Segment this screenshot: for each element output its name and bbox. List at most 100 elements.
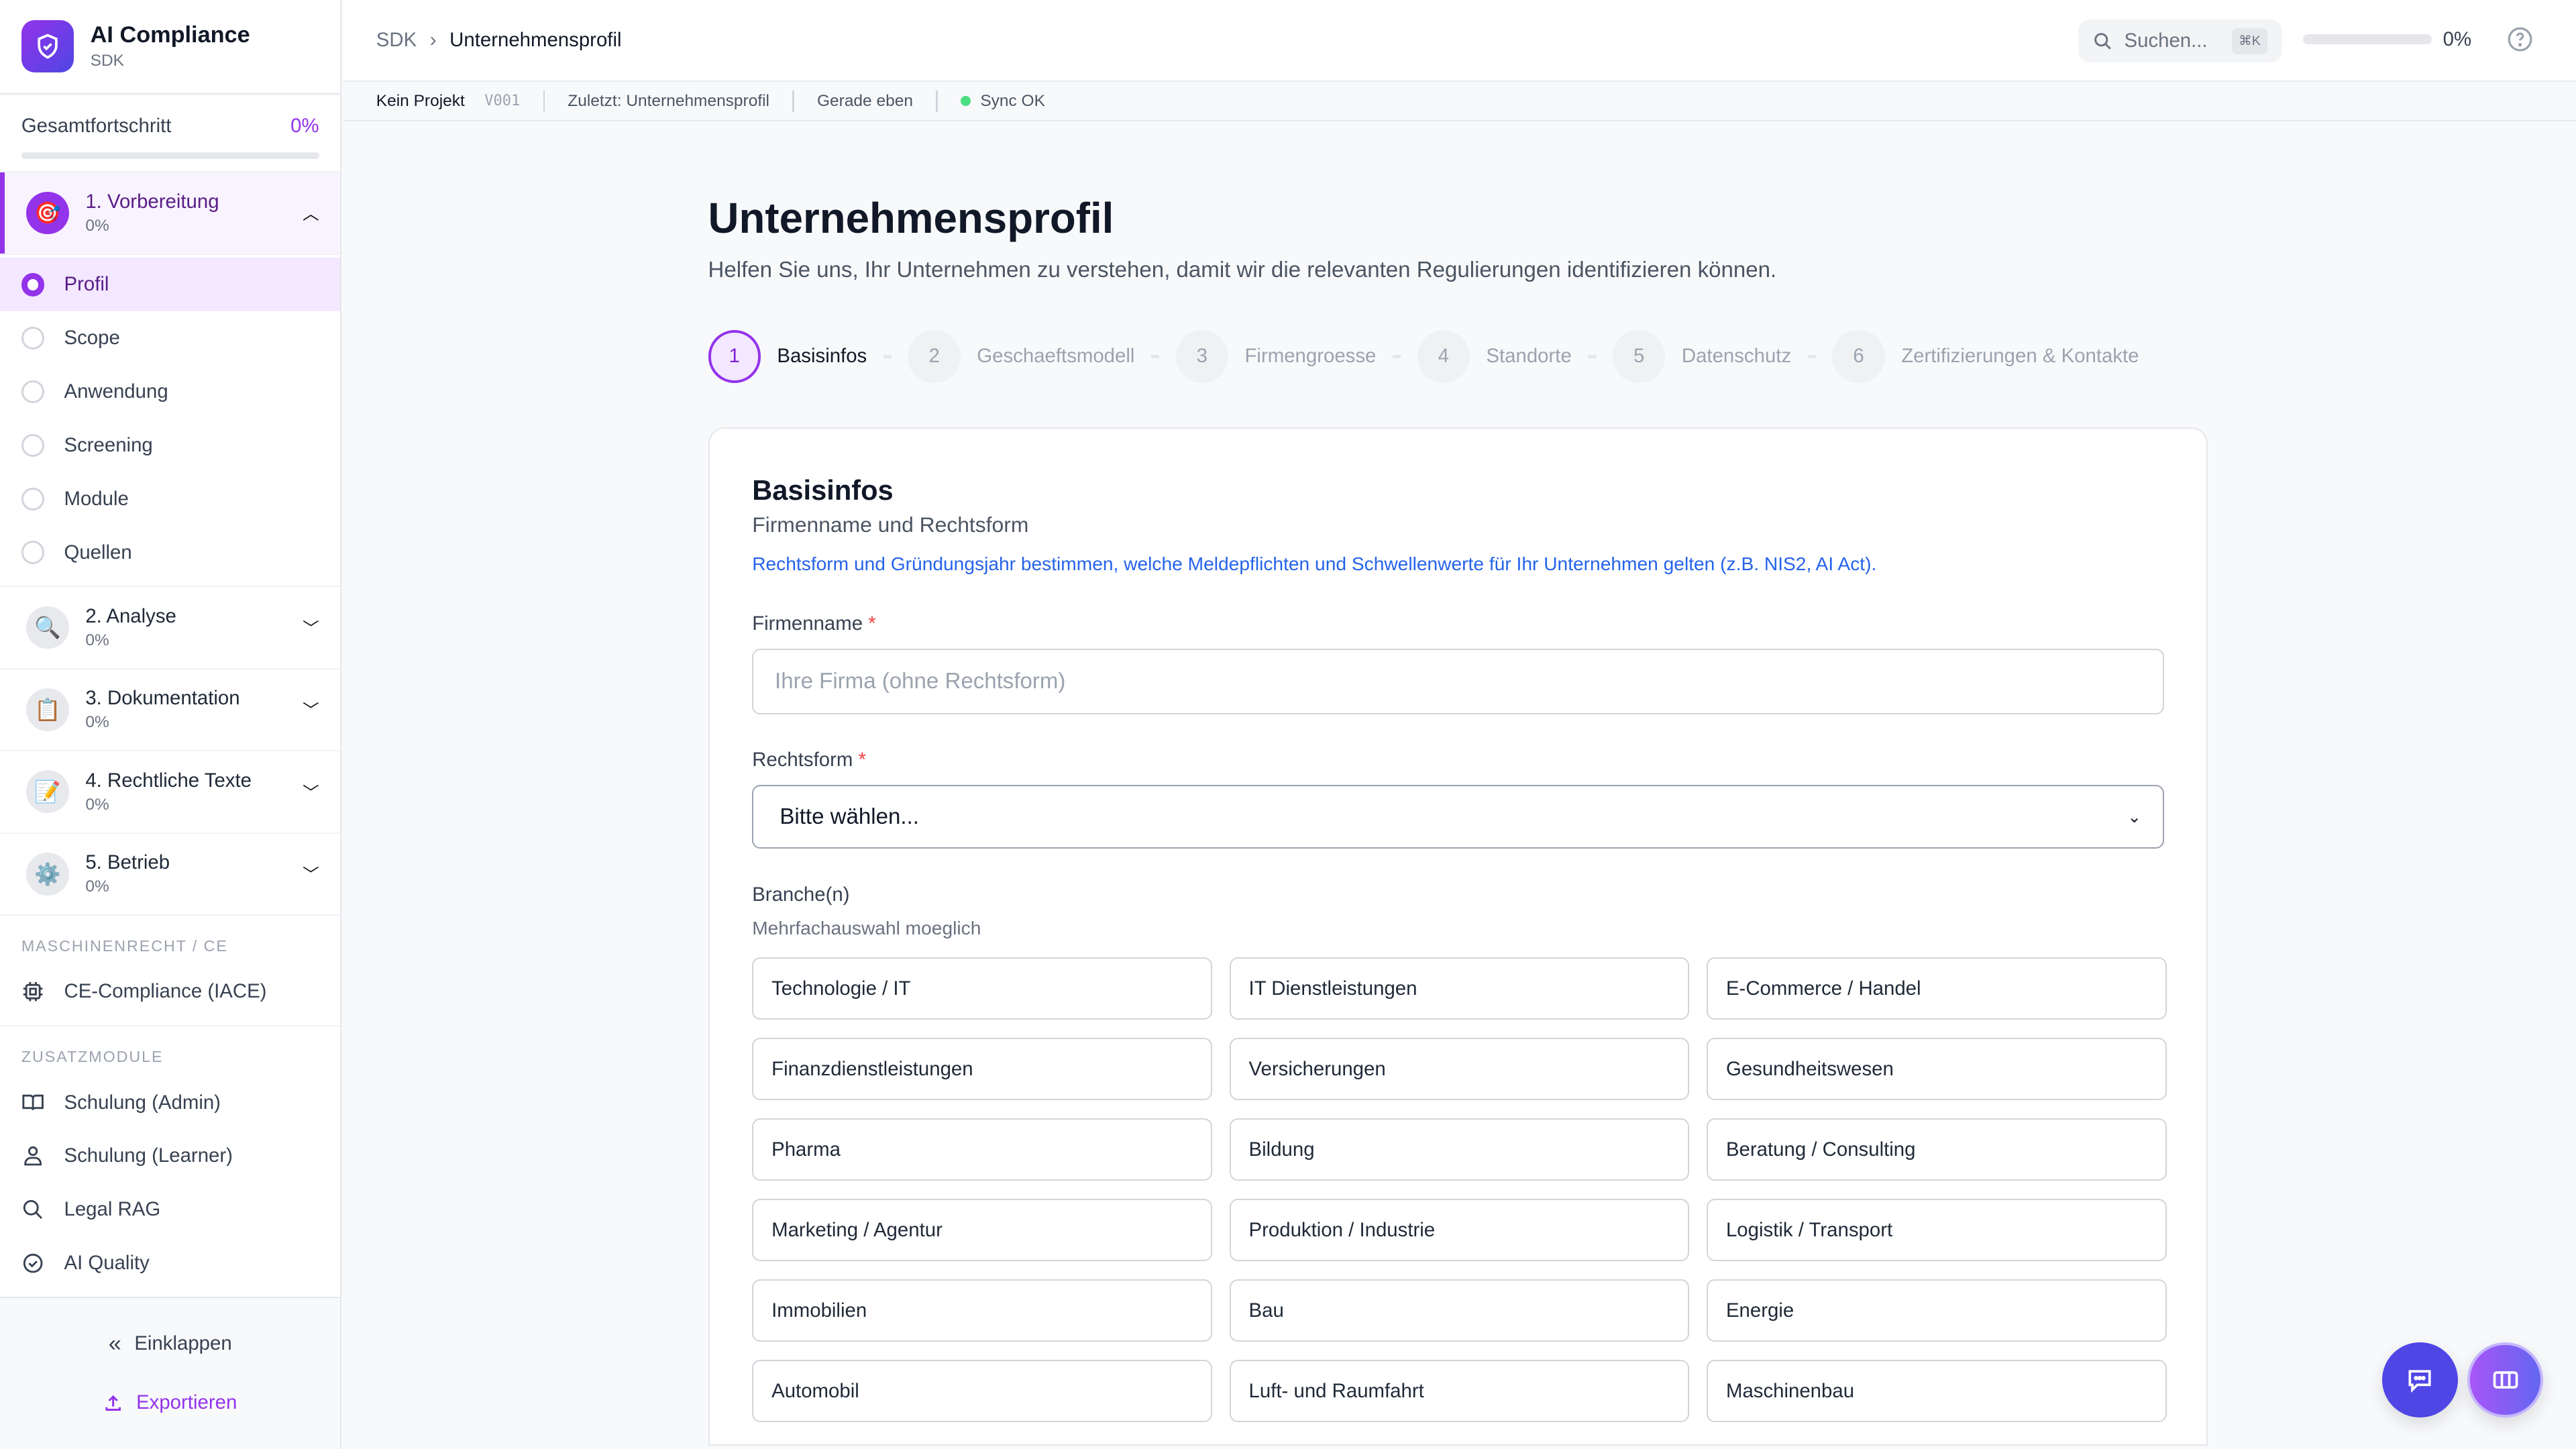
chevrons-left-icon: « (108, 1330, 121, 1356)
collapse-button[interactable]: « Einklappen (0, 1314, 340, 1373)
section-title: 5. Betrieb (85, 851, 170, 874)
upload-icon (105, 1395, 121, 1411)
sidebar-item-ai-quality[interactable]: AI Quality (0, 1236, 340, 1290)
overall-progress: Gesamtfortschritt 0% (0, 95, 341, 173)
last-edited: Zuletzt: Unternehmensprofil (568, 91, 769, 110)
step-number: 1 (708, 330, 761, 383)
sidebar-item-schulung-admin[interactable]: Schulung (Admin) (0, 1076, 340, 1130)
step-3[interactable]: 3 Firmengroesse (1175, 330, 1376, 383)
sidebar-item-screening[interactable]: Screening (0, 419, 340, 472)
export-button[interactable]: Exportieren (0, 1373, 340, 1432)
step-separator (1807, 354, 1816, 358)
divider (792, 90, 794, 112)
industry-option[interactable]: IT Dienstleistungen (1229, 957, 1690, 1020)
form-info: Rechtsform und Gründungsjahr bestimmen, … (752, 553, 1877, 574)
sidebar-item-module[interactable]: Module (0, 472, 340, 526)
legal-form-label: Rechtsform * (752, 749, 2164, 771)
sidebar-section-analyse[interactable]: 🔍 2. Analyse 0% ﹀ (0, 587, 341, 669)
sidebar-item-label: Anwendung (64, 380, 168, 403)
industry-option[interactable]: Bildung (1229, 1118, 1690, 1181)
company-name-input[interactable]: Ihre Firma (ohne Rechtsform) (752, 648, 2164, 714)
chevron-down-icon: ﹀ (303, 619, 319, 638)
sync-status: Sync OK (980, 91, 1045, 110)
sidebar-item-label: Schulung (Learner) (64, 1144, 233, 1167)
step-2[interactable]: 2 Geschaeftsmodell (908, 330, 1135, 383)
industry-option[interactable]: Automobil (752, 1360, 1212, 1423)
sidebar-item-label: Legal RAG (64, 1198, 161, 1221)
industry-option[interactable]: Technologie / IT (752, 957, 1212, 1020)
industry-option[interactable]: Finanzdienstleistungen (752, 1038, 1212, 1101)
overall-progress-bar (21, 152, 319, 160)
sidebar-section-vorbereitung[interactable]: 🎯 1. Vorbereitung 0% ︿ (0, 172, 341, 255)
page-description: Helfen Sie uns, Ihr Unternehmen zu verst… (708, 258, 1777, 283)
sidebar-item-label: Screening (64, 433, 153, 456)
sidebar-item-quellen[interactable]: Quellen (0, 526, 340, 580)
group-heading-zusatzmodule: ZUSATZMODULE (21, 1047, 164, 1065)
app-logo[interactable]: AI Compliance SDK (0, 0, 341, 96)
app-subtitle: SDK (90, 51, 125, 70)
breadcrumb-sdk[interactable]: SDK (376, 29, 417, 51)
step-separator (1150, 354, 1160, 358)
industry-option[interactable]: Marketing / Agentur (752, 1199, 1212, 1262)
chevron-down-icon: ⌄ (2127, 808, 2141, 826)
step-separator (1392, 354, 1401, 358)
industry-option[interactable]: Luft- und Raumfahrt (1229, 1360, 1690, 1423)
main-content: Unternehmensprofil Helfen Sie uns, Ihr U… (708, 0, 2212, 1449)
industry-option[interactable]: Immobilien (752, 1279, 1212, 1342)
industry-option[interactable]: Versicherungen (1229, 1038, 1690, 1101)
step-number: 3 (1175, 330, 1228, 383)
gear-icon: ⚙️ (26, 852, 69, 896)
sidebar-item-label: Scope (64, 327, 120, 350)
search-button[interactable]: Suchen... ⌘K (2078, 19, 2282, 63)
shield-check-icon (21, 19, 74, 73)
radio-icon (21, 487, 45, 511)
step-5[interactable]: 5 Datenschutz (1613, 330, 1791, 383)
label-text: Firmenname (752, 612, 863, 635)
industry-option[interactable]: Produktion / Industrie (1229, 1199, 1690, 1262)
app-title: AI Compliance (90, 22, 250, 48)
columns-button[interactable] (2467, 1342, 2544, 1418)
columns-icon (2493, 1371, 2518, 1389)
sidebar-section-dokumentation[interactable]: 📋 3. Dokumentation 0% ﹀ (0, 669, 341, 752)
step-1[interactable]: 1 Basisinfos (708, 330, 867, 383)
legal-form-value: Bitte wählen... (780, 804, 919, 829)
industry-option[interactable]: Logistik / Transport (1707, 1199, 2167, 1262)
export-label: Exportieren (136, 1391, 237, 1414)
book-icon (22, 1095, 44, 1111)
required-mark: * (858, 749, 866, 771)
sidebar-item-anwendung[interactable]: Anwendung (0, 365, 340, 419)
chevron-right-icon: › (429, 29, 437, 51)
sidebar: AI Compliance SDK Gesamtfortschritt 0% 🎯… (0, 0, 342, 1449)
industry-option[interactable]: Energie (1707, 1279, 2167, 1342)
industry-option[interactable]: E-Commerce / Handel (1707, 957, 2167, 1020)
sidebar-item-label: Schulung (Admin) (64, 1091, 221, 1114)
sidebar-section-rechtliche-texte[interactable]: 📝 4. Rechtliche Texte 0% ﹀ (0, 751, 341, 834)
step-4[interactable]: 4 Standorte (1417, 330, 1572, 383)
sidebar-item-label: Profil (64, 273, 109, 296)
sync-status-dot (960, 96, 971, 106)
sidebar-item-profil[interactable]: Profil (0, 258, 341, 312)
step-6[interactable]: 6 Zertifizierungen & Kontakte (1832, 330, 2139, 383)
industry-option[interactable]: Bau (1229, 1279, 1690, 1342)
overall-progress-pct: 0% (290, 115, 319, 138)
section-title: 3. Dokumentation (85, 687, 240, 710)
industry-option[interactable]: Maschinenbau (1707, 1360, 2167, 1423)
radio-icon (21, 433, 45, 457)
sidebar-item-ce-compliance[interactable]: CE-Compliance (IACE) (0, 965, 340, 1018)
sidebar-section-betrieb[interactable]: ⚙️ 5. Betrieb 0% ﹀ (0, 834, 341, 916)
industry-option[interactable]: Gesundheitswesen (1707, 1038, 2167, 1101)
sidebar-item-scope[interactable]: Scope (0, 311, 340, 365)
industry-option[interactable]: Pharma (752, 1118, 1212, 1181)
sidebar-item-label: Quellen (64, 541, 132, 564)
help-icon[interactable] (2507, 26, 2533, 56)
industry-option[interactable]: Beratung / Consulting (1707, 1118, 2167, 1181)
sidebar-item-schulung-learner[interactable]: Schulung (Learner) (0, 1129, 340, 1183)
target-icon: 🎯 (26, 191, 69, 235)
page-title: Unternehmensprofil (708, 194, 1114, 242)
chat-button[interactable] (2382, 1342, 2458, 1418)
step-label: Geschaeftsmodell (977, 345, 1135, 368)
radio-icon (21, 327, 45, 350)
legal-form-select[interactable]: Bitte wählen... ⌄ (752, 784, 2164, 849)
sidebar-item-legal-rag[interactable]: Legal RAG (0, 1183, 340, 1236)
search-placeholder: Suchen... (2124, 30, 2208, 52)
